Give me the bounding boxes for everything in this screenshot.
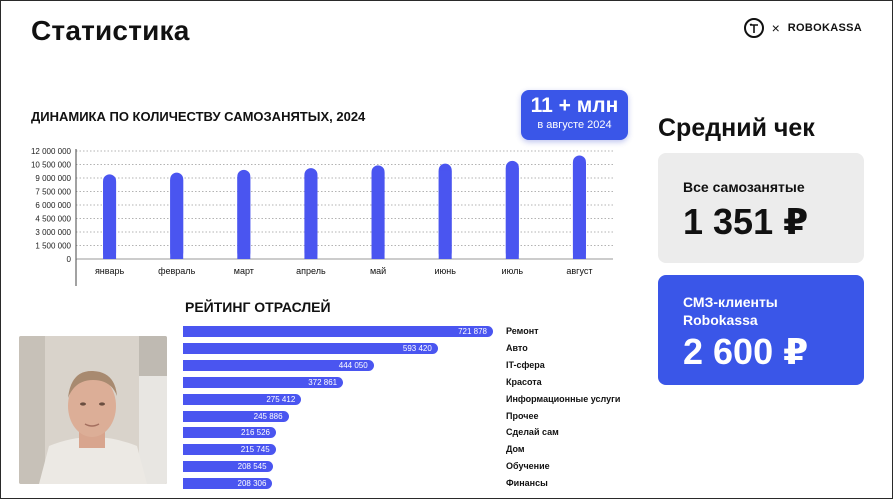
y-tick-label: 3 000 000 bbox=[35, 228, 71, 237]
ranking-bar-value: 215 745 bbox=[240, 445, 270, 455]
x-tick-label: февраль bbox=[158, 266, 195, 276]
ranking-bar: 245 886 bbox=[183, 410, 289, 422]
ranking-bar-value: 245 886 bbox=[253, 411, 283, 421]
x-tick-label: август bbox=[566, 266, 592, 276]
y-tick-label: 10 500 000 bbox=[31, 161, 72, 170]
ranking-bar-value: 208 306 bbox=[237, 479, 267, 489]
bar-base-5 bbox=[371, 172, 385, 259]
ranking-category-label: Информационные услуги bbox=[506, 393, 621, 404]
y-tick-label: 6 000 000 bbox=[35, 201, 71, 210]
ranking-bar: 444 050 bbox=[183, 359, 374, 371]
x-tick-label: май bbox=[370, 266, 386, 276]
ranking-category-label: Финансы bbox=[506, 478, 548, 489]
robokassa-clients-value: 2 600 ₽ bbox=[683, 331, 809, 372]
ranking-row: 245 886 bbox=[183, 410, 289, 422]
bar-base-2 bbox=[170, 179, 184, 259]
ranking-row: 215 745 bbox=[183, 444, 276, 456]
ranking-category-label: Обучение bbox=[506, 461, 550, 472]
y-tick-label: 7 500 000 bbox=[35, 188, 71, 197]
ranking-category-label: Дом bbox=[506, 444, 525, 455]
total-badge-value: 11 + млн bbox=[530, 94, 619, 117]
brand-name: ROBOKASSA bbox=[787, 22, 862, 34]
robokassa-clients-card: СМЗ-клиенты Robokassa 2 600 ₽ bbox=[658, 275, 864, 385]
bar-base-8 bbox=[572, 162, 586, 259]
brand-logo-icon bbox=[743, 18, 764, 38]
y-tick-label: 12 000 000 bbox=[31, 147, 72, 156]
ranking-category-label: Ремонт bbox=[506, 326, 539, 336]
y-tick-label: 4 500 000 bbox=[35, 215, 71, 224]
dynamics-chart-title: ДИНАМИКА ПО КОЛИЧЕСТВУ САМОЗАНЯТЫХ, 2024 bbox=[31, 109, 366, 124]
webcam-video-feed bbox=[19, 336, 167, 484]
ranking-category-label: Красота bbox=[506, 376, 542, 387]
ranking-category-label: Авто bbox=[506, 342, 528, 353]
ranking-row: 208 545 bbox=[183, 461, 273, 473]
ranking-row: 444 050 bbox=[183, 359, 374, 371]
brand-separator: × bbox=[771, 20, 780, 36]
ranking-bar-value: 216 526 bbox=[241, 428, 270, 438]
ranking-bar: 216 526 bbox=[183, 427, 276, 439]
slide-title: Статистика bbox=[31, 15, 190, 46]
bar-base-4 bbox=[304, 175, 318, 259]
x-tick-label: январь bbox=[95, 266, 125, 276]
ranking-bar: 215 745 bbox=[183, 444, 276, 456]
brand-header: × ROBOKASSA bbox=[743, 18, 862, 38]
robokassa-clients-label-line1: СМЗ-клиенты bbox=[683, 294, 778, 310]
bar-base-7 bbox=[505, 167, 519, 259]
ranking-bar: 372 861 bbox=[183, 376, 344, 388]
robokassa-clients-label-line2: Robokassa bbox=[683, 312, 758, 328]
ranking-title: РЕЙТИНГ ОТРАСЛЕЙ bbox=[185, 299, 331, 315]
x-tick-label: апрель bbox=[296, 266, 326, 276]
y-tick-label: 9 000 000 bbox=[35, 174, 71, 183]
ranking-row: 372 861 bbox=[183, 376, 344, 388]
bar-base-6 bbox=[438, 170, 452, 259]
y-tick-label: 0 bbox=[67, 255, 72, 264]
ranking-bar: 208 545 bbox=[183, 461, 273, 473]
ranking-bar: 593 420 bbox=[183, 342, 438, 354]
ranking-bar-value: 372 861 bbox=[308, 377, 338, 387]
all-self-employed-value: 1 351 ₽ bbox=[683, 201, 809, 242]
all-self-employed-card: Все самозанятые 1 351 ₽ bbox=[658, 153, 864, 263]
all-self-employed-label: Все самозанятые bbox=[683, 179, 805, 195]
x-tick-label: март bbox=[234, 266, 254, 276]
y-tick-label: 1 500 000 bbox=[35, 242, 71, 251]
total-badge: 11 + млн в августе 2024 bbox=[521, 90, 628, 140]
robokassa-clients-label: СМЗ-клиенты Robokassa bbox=[683, 293, 778, 329]
x-tick-label: июль bbox=[502, 266, 524, 276]
bar-base-3 bbox=[237, 176, 251, 259]
ranking-bar-value: 208 545 bbox=[237, 462, 267, 472]
ranking-row: 208 306 bbox=[183, 478, 273, 490]
ranking-bar-value: 444 050 bbox=[338, 360, 368, 370]
ranking-category-label: Сделай сам bbox=[506, 427, 559, 438]
ranking-category-label: IT-сфера bbox=[506, 359, 545, 370]
total-badge-caption: в августе 2024 bbox=[537, 119, 612, 131]
ranking-row: 721 878 bbox=[183, 326, 493, 337]
average-check-title: Средний чек bbox=[658, 114, 815, 142]
x-tick-label: июнь bbox=[434, 266, 456, 276]
ranking-bar-value: 275 412 bbox=[266, 394, 296, 404]
ranking-bar: 275 412 bbox=[183, 393, 302, 405]
ranking-bar-value: 721 878 bbox=[458, 327, 487, 336]
self-employed-bar-chart: 0 1 500 000 3 000 000 4 500 000 6 000 000 7 5… bbox=[31, 147, 613, 286]
ranking-row: 275 412 bbox=[183, 393, 302, 405]
ranking-category-label: Прочее bbox=[506, 410, 539, 421]
ranking-bar: 721 878 bbox=[183, 326, 493, 337]
bar-base-1 bbox=[103, 181, 117, 259]
ranking-row: 593 420 bbox=[183, 342, 438, 354]
ranking-row: 216 526 bbox=[183, 427, 276, 439]
ranking-bar: 208 306 bbox=[183, 478, 273, 490]
ranking-bar-value: 593 420 bbox=[402, 343, 432, 353]
